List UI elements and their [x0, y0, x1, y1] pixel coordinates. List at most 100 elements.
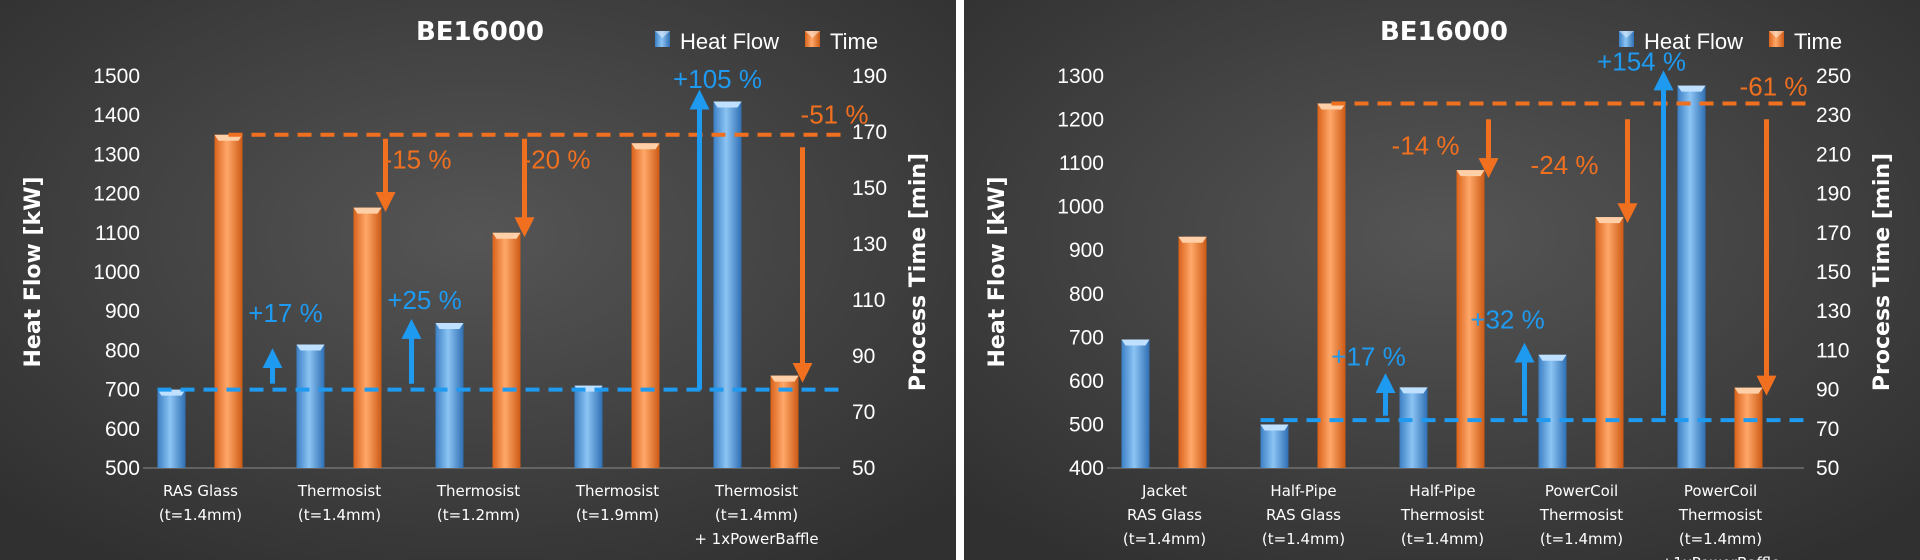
- heat-flow-bar-body: [435, 322, 464, 468]
- y-tick-label: 1000: [1057, 196, 1104, 219]
- heat-flow-bar: [1677, 85, 1706, 469]
- y2-tick-label: 90: [852, 345, 875, 368]
- time-bar-cap: [1178, 236, 1207, 243]
- chart-panel-right: BE16000 Heat Flow Time 400 500 600 700 800 900 10…: [964, 0, 1920, 560]
- y-tick-label: 700: [105, 379, 140, 402]
- category-label: Thermosist: [1539, 506, 1623, 524]
- y-tick-label: 1500: [93, 65, 140, 88]
- heat-flow-bar-body: [1260, 424, 1289, 468]
- heat-flow-bar: [1121, 339, 1150, 468]
- legend-heat-flow-label: Heat Flow: [680, 29, 779, 54]
- heat-flow-bar: [1538, 354, 1567, 468]
- legend-time-icon: [1769, 31, 1784, 47]
- time-bar: [492, 232, 521, 468]
- time-bar-body: [492, 232, 521, 468]
- time-bar-body: [1595, 217, 1624, 468]
- legend-heat-flow-icon: [655, 31, 670, 47]
- category-label: (t=1.4mm): [715, 506, 798, 524]
- y-tick-label: 700: [1069, 326, 1104, 349]
- legend-heat-flow-icon: [1619, 31, 1634, 47]
- heat-flow-bar-body: [1399, 387, 1428, 468]
- category-label: (t=1.9mm): [576, 506, 659, 524]
- heat-flow-bar: [296, 344, 325, 468]
- chart-left: BE16000 Heat Flow Time 500 600 700 800 900 1000 1…: [0, 0, 956, 560]
- category-label: RAS Glass: [163, 482, 238, 500]
- y-tick-label: 1300: [1057, 65, 1104, 88]
- category-label: (t=1.4mm): [1540, 530, 1623, 548]
- y-tick-label: 1400: [93, 104, 140, 127]
- time-change-label: -24 %: [1531, 150, 1599, 180]
- heat-flow-bar-body: [1538, 354, 1567, 468]
- time-change-label: -61 %: [1740, 72, 1808, 102]
- heat-flow-change-label: +32 %: [1470, 305, 1544, 335]
- chart-background: [0, 0, 956, 560]
- heat-flow-bar-cap: [435, 322, 464, 329]
- heat-flow-bar: [713, 101, 742, 468]
- time-bar-cap: [1595, 217, 1624, 224]
- category-label: (t=1.4mm): [1123, 530, 1206, 548]
- category-label: + 1xPowerBaffle: [694, 530, 818, 548]
- y-tick-label: 1100: [95, 222, 140, 245]
- heat-flow-change-label: +154 %: [1597, 46, 1686, 76]
- category-label: RAS Glass: [1266, 506, 1341, 524]
- heat-flow-bar-body: [296, 344, 325, 468]
- heat-flow-change-label: +17 %: [248, 298, 322, 328]
- category-label: Thermosist: [297, 482, 381, 500]
- heat-flow-change-label: +25 %: [387, 285, 461, 315]
- heat-flow-bar-body: [713, 101, 742, 468]
- heat-flow-bar-cap: [713, 101, 742, 108]
- time-bar-cap: [631, 143, 660, 150]
- time-bar: [770, 375, 799, 468]
- time-bar-cap: [770, 375, 799, 382]
- y-tick-label: 1200: [1057, 109, 1104, 132]
- time-change-label: -20 %: [523, 144, 591, 174]
- y2-tick-label: 110: [1816, 339, 1849, 362]
- heat-flow-bar: [157, 389, 186, 468]
- category-label: Half-Pipe: [1270, 482, 1336, 500]
- legend-heat-flow-label: Heat Flow: [1644, 29, 1743, 54]
- time-bar-body: [1178, 236, 1207, 468]
- heat-flow-bar-cap: [1677, 85, 1706, 92]
- y2-tick-label: 70: [852, 401, 875, 424]
- time-change-label: -15 %: [384, 144, 452, 174]
- y2-tick-label: 130: [1816, 300, 1851, 323]
- category-label: (t=1.2mm): [437, 506, 520, 524]
- category-label: Thermosist: [714, 482, 798, 500]
- heat-flow-bar-cap: [1121, 339, 1150, 346]
- category-label: Thermosist: [1678, 506, 1762, 524]
- y-tick-label: 500: [1069, 413, 1104, 436]
- y-tick-label: 900: [105, 300, 140, 323]
- heat-flow-bar: [435, 322, 464, 468]
- y2-tick-label: 130: [852, 233, 887, 256]
- time-bar: [214, 134, 243, 469]
- heat-flow-bar: [1399, 387, 1428, 468]
- category-label: Half-Pipe: [1409, 482, 1475, 500]
- y2-tick-label: 230: [1816, 104, 1851, 127]
- category-label: Thermosist: [575, 482, 659, 500]
- time-bar-cap: [492, 232, 521, 239]
- y-tick-label: 900: [1069, 239, 1104, 262]
- y-tick-label: 500: [105, 457, 140, 480]
- chart-panel-left: BE16000 Heat Flow Time 500 600 700 800 900 1000 1…: [0, 0, 956, 560]
- time-bar-cap: [1456, 170, 1485, 177]
- heat-flow-bar: [1260, 424, 1289, 468]
- y-tick-label: 1300: [93, 143, 140, 166]
- y-tick-label: 600: [1069, 370, 1104, 393]
- y2-tick-label: 50: [1816, 457, 1839, 480]
- heat-flow-bar-body: [1121, 339, 1150, 468]
- y-tick-label: 1000: [93, 261, 140, 284]
- heat-flow-bar-cap: [1260, 424, 1289, 431]
- y2-axis-label: Process Time [min]: [906, 153, 931, 391]
- category-label: (t=1.4mm): [1262, 530, 1345, 548]
- heat-flow-bar-cap: [1399, 387, 1428, 394]
- category-label: Thermosist: [436, 482, 520, 500]
- time-bar-body: [214, 134, 243, 469]
- legend-time-label: Time: [1794, 29, 1842, 54]
- y2-tick-label: 150: [1816, 261, 1851, 284]
- time-bar-body: [631, 143, 660, 468]
- time-bar: [631, 143, 660, 468]
- time-bar: [1317, 103, 1346, 468]
- y-axis-label: Heat Flow [kW]: [21, 176, 46, 367]
- y2-tick-label: 250: [1816, 65, 1851, 88]
- category-label: (t=1.4mm): [298, 506, 381, 524]
